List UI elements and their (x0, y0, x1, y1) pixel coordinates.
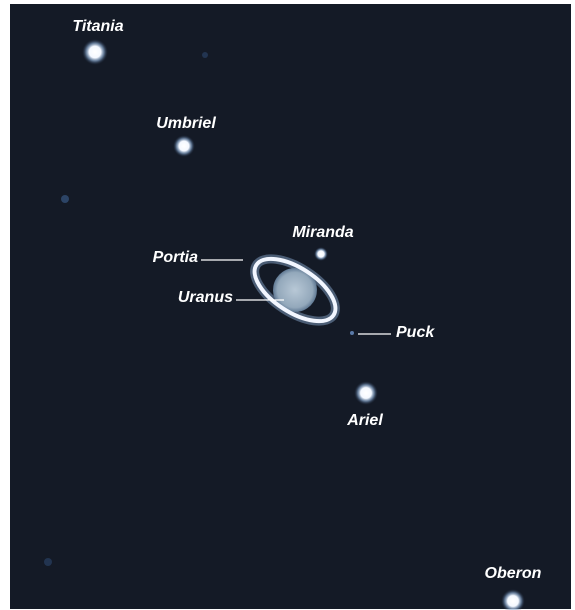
moon-label: Ariel (346, 412, 383, 429)
star (202, 52, 208, 58)
moon (354, 381, 378, 405)
moon-label: Miranda (292, 224, 353, 241)
page: Titania Umbriel Miranda Portia Uranus Pu… (0, 0, 575, 610)
moon-label: Oberon (485, 565, 542, 582)
moon (173, 135, 195, 157)
moon (314, 247, 328, 261)
moon-label: Titania (72, 18, 123, 35)
moon (350, 331, 354, 335)
star (61, 195, 69, 203)
star (44, 558, 52, 566)
planet-label: Uranus (178, 289, 233, 306)
uranus-image: Titania Umbriel Miranda Portia Uranus Pu… (0, 0, 575, 610)
moon-label: Puck (396, 324, 435, 341)
moon-label: Portia (153, 249, 198, 266)
moon (82, 39, 108, 65)
moon-label: Umbriel (156, 115, 216, 132)
